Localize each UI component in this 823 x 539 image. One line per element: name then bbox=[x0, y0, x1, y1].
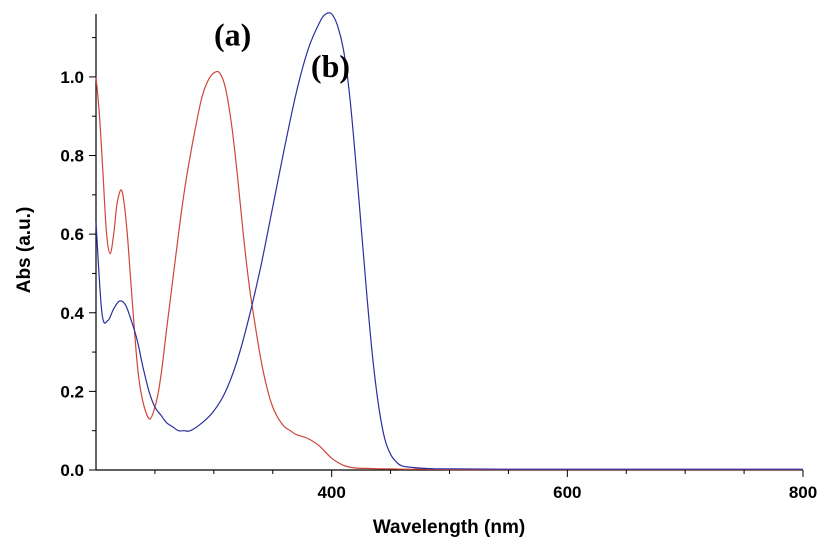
y-tick-label: 0.8 bbox=[60, 147, 84, 166]
annotation-layer: (a) (b) bbox=[214, 16, 350, 83]
y-axis-title: Abs (a.u.) bbox=[14, 207, 35, 294]
series-line-a bbox=[95, 70, 803, 471]
series-line-b bbox=[95, 12, 803, 470]
series-layer bbox=[95, 12, 803, 471]
y-tick-label: 0.0 bbox=[60, 461, 84, 480]
axes bbox=[95, 14, 803, 471]
x-tick-label: 400 bbox=[317, 483, 345, 502]
annotation-label: (b) bbox=[311, 48, 350, 84]
y-tick-label: 0.6 bbox=[60, 225, 84, 244]
annotation-label: (a) bbox=[214, 16, 251, 52]
ticks-layer: 400 600 800 0.0 0.2 0.4 0.6 0.8 1.0 bbox=[60, 37, 817, 502]
y-tick-label: 0.4 bbox=[60, 304, 84, 323]
x-axis-title: Wavelength (nm) bbox=[373, 517, 525, 538]
y-tick-label: 0.2 bbox=[60, 382, 84, 401]
y-tick-label: 1.0 bbox=[60, 68, 84, 87]
x-tick-label: 800 bbox=[789, 483, 817, 502]
x-tick-label: 600 bbox=[553, 483, 581, 502]
